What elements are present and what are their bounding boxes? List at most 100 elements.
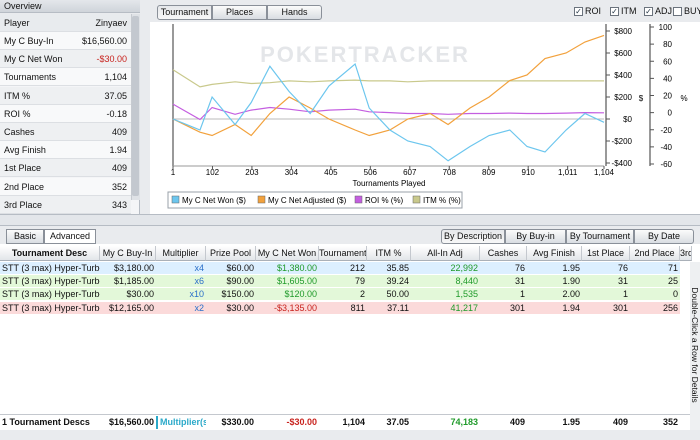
table-cell[interactable]: 301 — [509, 302, 525, 313]
table-cell[interactable]: x4 — [194, 263, 204, 273]
table-cell[interactable]: 37.11 — [387, 302, 409, 313]
tab-button[interactable]: Hands — [267, 5, 322, 20]
series-line — [172, 103, 605, 121]
column-header[interactable]: My C Net Won — [256, 246, 319, 261]
table-cell[interactable]: $30.00 — [226, 302, 254, 313]
table-cell[interactable]: 212 — [349, 263, 365, 273]
column-header[interactable]: My C Buy-In — [100, 246, 156, 261]
table-cell[interactable]: STT (3 max) Hyper-Turbo — [2, 263, 100, 273]
scroll-thumb[interactable] — [132, 16, 139, 196]
checkbox[interactable]: ✓ — [644, 7, 653, 16]
table-cell[interactable]: 1.95 — [562, 263, 580, 273]
column-header[interactable]: Avg Finish — [527, 246, 582, 261]
checkbox-label[interactable]: ITM — [621, 6, 637, 16]
table-cell[interactable]: 0 — [672, 289, 678, 300]
x-tick-label: 708 — [443, 168, 457, 177]
group-button[interactable]: By Date — [634, 229, 694, 244]
table-cell[interactable]: $90.00 — [226, 276, 254, 287]
table-cell[interactable]: 1 — [519, 289, 525, 300]
table-cell[interactable]: 1.94 — [562, 302, 580, 313]
table-cell[interactable]: 1 — [622, 289, 628, 300]
table-cell[interactable]: x6 — [194, 276, 204, 287]
table-row[interactable] — [0, 301, 680, 315]
chart: POKERTRACKER 1 102 203 304 405 506 607 708 809 910… — [150, 22, 700, 214]
table-cell[interactable]: $120.00 — [284, 289, 317, 300]
overview-label: Cashes — [4, 127, 35, 137]
table-cell[interactable]: 39.24 — [386, 276, 409, 287]
column-header[interactable]: Tournaments — [319, 246, 367, 261]
table-cell[interactable]: 256 — [662, 302, 678, 313]
table-cell[interactable]: $60.00 — [226, 263, 254, 273]
group-button[interactable]: By Buy-in — [505, 229, 566, 244]
checkbox-label[interactable]: ADJ — [655, 6, 673, 16]
checkbox[interactable] — [673, 7, 682, 16]
table-cell[interactable]: STT (3 max) Hyper-Turbo — [2, 302, 100, 313]
x-tick-label: 607 — [403, 168, 417, 177]
table-cell[interactable]: 41,217 — [450, 302, 478, 313]
legend-swatch — [412, 195, 421, 204]
overview-row: Tournaments 1,104 — [0, 68, 131, 87]
view-tab[interactable]: Basic — [6, 229, 44, 244]
checkbox[interactable]: ✓ — [610, 7, 619, 16]
table-row[interactable] — [0, 275, 680, 289]
table-cell[interactable]: 76 — [514, 263, 525, 273]
view-tab[interactable]: Advanced — [44, 229, 96, 244]
group-button[interactable]: By Description — [441, 229, 505, 244]
table-cell[interactable]: x2 — [194, 302, 204, 313]
checkbox-label[interactable]: ROI — [585, 6, 602, 16]
table-footer — [0, 414, 690, 430]
overview-value: -0.18 — [106, 108, 127, 119]
table-cell[interactable]: 79 — [354, 276, 365, 287]
column-header[interactable]: Multiplier — [156, 246, 206, 261]
table-cell[interactable]: 71 — [667, 263, 678, 273]
table-cell[interactable]: $1,605.00 — [276, 276, 317, 287]
table-cell[interactable]: 22,992 — [450, 263, 478, 273]
footer-cell: 1,104 — [342, 417, 365, 427]
table-cell[interactable]: 301 — [612, 302, 628, 313]
table-cell[interactable]: 1.90 — [562, 276, 580, 287]
table-cell[interactable]: $12,165.00 — [108, 302, 154, 313]
column-header[interactable]: ITM % — [367, 246, 411, 261]
overview-label: My C Buy-In — [4, 36, 54, 46]
column-header[interactable]: 2nd Place — [630, 246, 680, 261]
column-header[interactable]: Cashes — [480, 246, 527, 261]
column-header[interactable]: 1st Place — [582, 246, 630, 261]
table-cell[interactable]: x10 — [189, 289, 204, 300]
table-cell[interactable]: 2.00 — [562, 289, 580, 300]
column-header[interactable]: 3rd P — [680, 246, 692, 261]
table-cell[interactable]: 2 — [359, 289, 365, 300]
overview-header-row: Player Zinyaev — [0, 14, 131, 32]
table-cell[interactable]: 31 — [617, 276, 628, 287]
table-cell[interactable]: 811 — [350, 302, 365, 313]
group-button[interactable]: By Tournament — [566, 229, 634, 244]
table-cell[interactable]: 1,535 — [455, 289, 478, 300]
table-row[interactable] — [0, 288, 680, 302]
table-cell[interactable]: $1,185.00 — [113, 276, 154, 287]
table-cell[interactable]: 8,440 — [455, 276, 478, 287]
table-cell[interactable]: STT (3 max) Hyper-Turbo — [2, 276, 100, 287]
table-cell[interactable]: $1,380.00 — [276, 263, 317, 273]
column-header[interactable]: All-In Adj — [411, 246, 480, 261]
legend-label: My C Net Adjusted ($) — [268, 196, 347, 205]
table-cell[interactable]: 25 — [667, 276, 678, 287]
column-header[interactable]: Tournament Desc — [0, 246, 100, 261]
y-tick-label: $0 — [623, 115, 632, 124]
table-cell[interactable]: 31 — [514, 276, 525, 287]
table-cell[interactable]: 76 — [617, 263, 628, 273]
table-cell[interactable]: -$3,135.00 — [273, 302, 317, 313]
table-cell[interactable]: 50.00 — [386, 289, 409, 300]
tab-button[interactable]: Tournament — [157, 5, 212, 20]
table-cell[interactable]: $150.00 — [221, 289, 254, 300]
splitter[interactable] — [0, 214, 700, 226]
checkbox[interactable]: ✓ — [574, 7, 583, 16]
table-cell[interactable]: $3,180.00 — [113, 263, 154, 273]
table-row[interactable] — [0, 262, 680, 275]
overview-row: ROI % -0.18 — [0, 104, 131, 123]
column-header[interactable]: Prize Pool — [206, 246, 256, 261]
tab-button[interactable]: Places — [212, 5, 267, 20]
table-cell[interactable]: $30.00 — [126, 289, 154, 300]
checkbox-label[interactable]: BUY — [684, 6, 700, 16]
x-tick-label: 1,104 — [594, 168, 615, 177]
table-cell[interactable]: 35.85 — [386, 263, 409, 273]
table-cell[interactable]: STT (3 max) Hyper-Turbo — [2, 289, 100, 300]
